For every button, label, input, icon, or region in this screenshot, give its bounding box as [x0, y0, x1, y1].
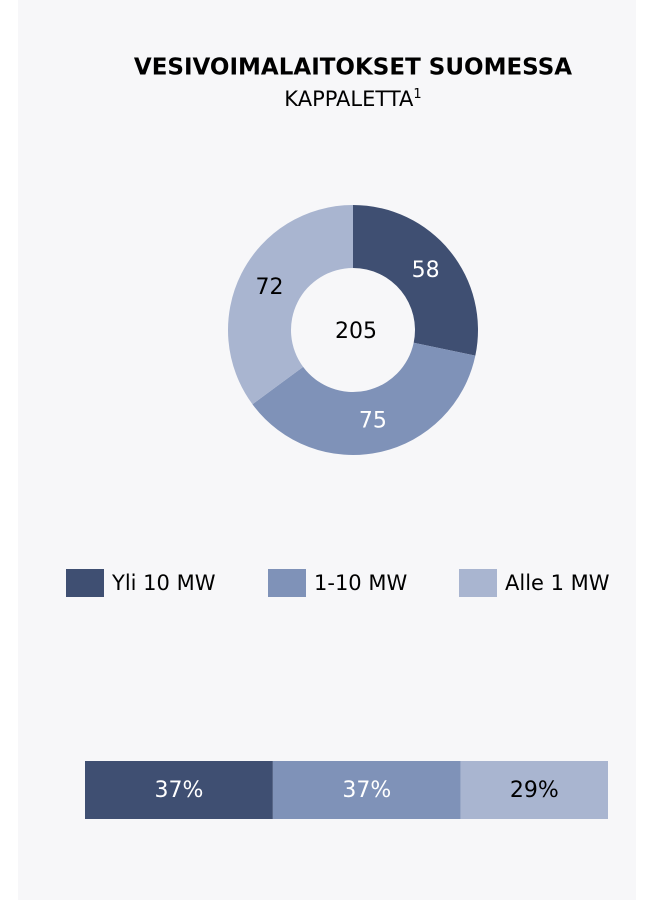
bar-label: 37% — [154, 778, 203, 803]
center-value: 205 — [335, 319, 377, 344]
subtitle-text: KAPPALETTA — [284, 87, 414, 111]
donut-slice — [252, 342, 476, 456]
legend-label: Alle 1 MW — [505, 571, 610, 595]
slice-label: 72 — [256, 275, 284, 300]
legend-label: 1-10 MW — [314, 571, 407, 595]
legend-swatch — [268, 569, 306, 597]
donut-slice — [353, 205, 478, 356]
chart-subtitle: KAPPALETTA1 — [284, 87, 421, 112]
donut-slice — [228, 205, 353, 405]
slice-label: 75 — [359, 408, 387, 433]
footnote-marker: 1 — [413, 87, 421, 102]
bar-segment — [85, 761, 273, 819]
legend-swatch — [66, 569, 104, 597]
bar-label: 29% — [510, 778, 559, 803]
slice-label: 58 — [412, 258, 440, 283]
bar-label: 37% — [342, 778, 391, 803]
legend-swatch — [459, 569, 497, 597]
chart-title: VESIVOIMALAITOKSET SUOMESSA — [134, 55, 572, 81]
legend-label: Yli 10 MW — [111, 571, 216, 595]
bar-segment — [272, 761, 461, 819]
bar-segment — [460, 761, 608, 819]
